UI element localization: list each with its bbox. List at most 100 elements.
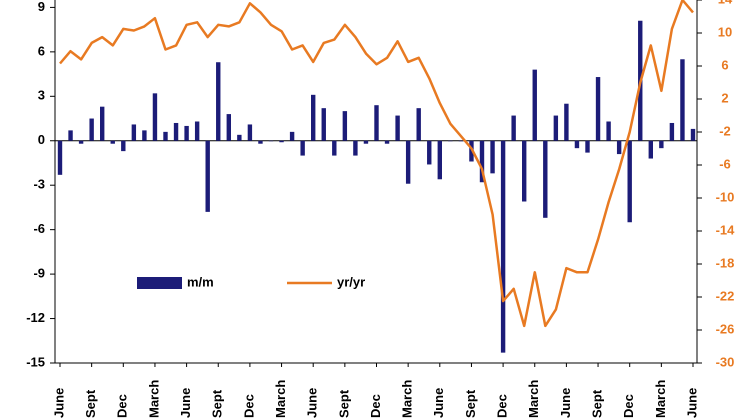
y2-tick-label: 14 (718, 0, 733, 6)
bar (68, 130, 73, 141)
bar (89, 118, 94, 141)
bar (152, 93, 158, 141)
bar (100, 106, 105, 141)
y-tick-label: -3 (33, 177, 45, 192)
y2-tick-label: -18 (716, 255, 735, 270)
y2-tick-label: -26 (716, 321, 735, 336)
y2-tick-label: -22 (716, 288, 735, 303)
bar (194, 121, 200, 141)
x-tick-label: Dec (241, 394, 256, 418)
bar (110, 140, 115, 144)
bar (279, 140, 284, 143)
bar (300, 140, 305, 156)
line (59, 0, 694, 328)
x-tick-label: June (51, 388, 66, 418)
x-tick-label: Sept (463, 389, 478, 418)
bar (690, 128, 696, 141)
bar (142, 130, 147, 141)
y-tick-label: 0 (38, 132, 45, 147)
bar (511, 115, 516, 141)
bar (458, 140, 464, 142)
bar (374, 105, 379, 141)
bar (616, 140, 622, 155)
bar (669, 122, 675, 141)
x-tick-label: Sept (83, 389, 98, 418)
bar (627, 140, 632, 223)
legend-label: yr/yr (337, 274, 365, 289)
bar (173, 122, 179, 141)
x-tick-label: Sept (589, 389, 604, 418)
y2-tick-label: -14 (716, 222, 736, 237)
y-tick-label: -15 (26, 354, 45, 369)
x-tick-label: June (431, 388, 446, 418)
bar (479, 140, 485, 183)
bar (363, 140, 369, 144)
legend-label: m/m (187, 274, 214, 289)
bar (395, 115, 400, 141)
x-tick-label: June (178, 388, 193, 418)
x-tick-label: June (684, 388, 699, 418)
x-tick-label: Sept (210, 389, 225, 418)
bar (522, 140, 527, 202)
legend-swatch (137, 277, 182, 289)
bar (564, 103, 569, 141)
bar (57, 140, 63, 175)
x-tick-label: Sept (336, 389, 351, 418)
bar (416, 108, 421, 141)
bar (216, 62, 221, 141)
x-tick-label: June (558, 388, 573, 418)
bar (247, 124, 253, 141)
y-tick-label: -6 (33, 221, 45, 236)
bar (405, 140, 411, 184)
bar (585, 140, 590, 153)
y2-tick-label: 10 (718, 24, 732, 39)
bar (595, 77, 601, 141)
y-tick-label: 6 (38, 43, 45, 58)
bar (237, 134, 242, 141)
bar (78, 140, 84, 144)
bar (226, 114, 231, 141)
x-tick-label: March (653, 380, 668, 418)
x-tick-label: Dec (368, 394, 383, 418)
y-tick-label: 9 (38, 0, 45, 14)
y2-tick-label: 6 (721, 57, 728, 72)
bar (648, 140, 653, 159)
y2-tick-label: 2 (721, 90, 728, 105)
bar (311, 94, 316, 141)
bar (490, 140, 495, 174)
bar (427, 140, 432, 165)
bar (131, 124, 137, 141)
bar (289, 131, 295, 141)
x-tick-label: June (305, 388, 320, 418)
bar (353, 140, 358, 156)
y2-tick-label: -6 (719, 156, 731, 171)
x-tick-label: Dec (621, 394, 636, 418)
y2-tick-label: -10 (716, 189, 735, 204)
x-tick-label: March (273, 380, 288, 418)
bar (121, 140, 126, 152)
bar (163, 131, 168, 141)
bar (574, 140, 580, 149)
bar (680, 59, 685, 141)
x-tick-label: Dec (495, 394, 510, 418)
bar (448, 140, 453, 142)
bar (321, 108, 326, 141)
bar (332, 140, 337, 156)
x-tick-label: March (526, 380, 541, 418)
bar (606, 121, 611, 141)
y-tick-label: -12 (26, 310, 45, 325)
bar (184, 125, 189, 141)
x-tick-label: March (146, 380, 161, 418)
y2-tick-label: -2 (719, 123, 731, 138)
x-tick-label: March (400, 380, 415, 418)
y-tick-label: -9 (33, 266, 45, 281)
bar (205, 140, 210, 212)
y2-tick-label: -30 (716, 354, 735, 369)
bar (543, 140, 548, 218)
bar (384, 140, 390, 144)
bar (532, 69, 537, 141)
bar (553, 115, 559, 141)
bar (268, 140, 274, 142)
bar (258, 140, 263, 144)
